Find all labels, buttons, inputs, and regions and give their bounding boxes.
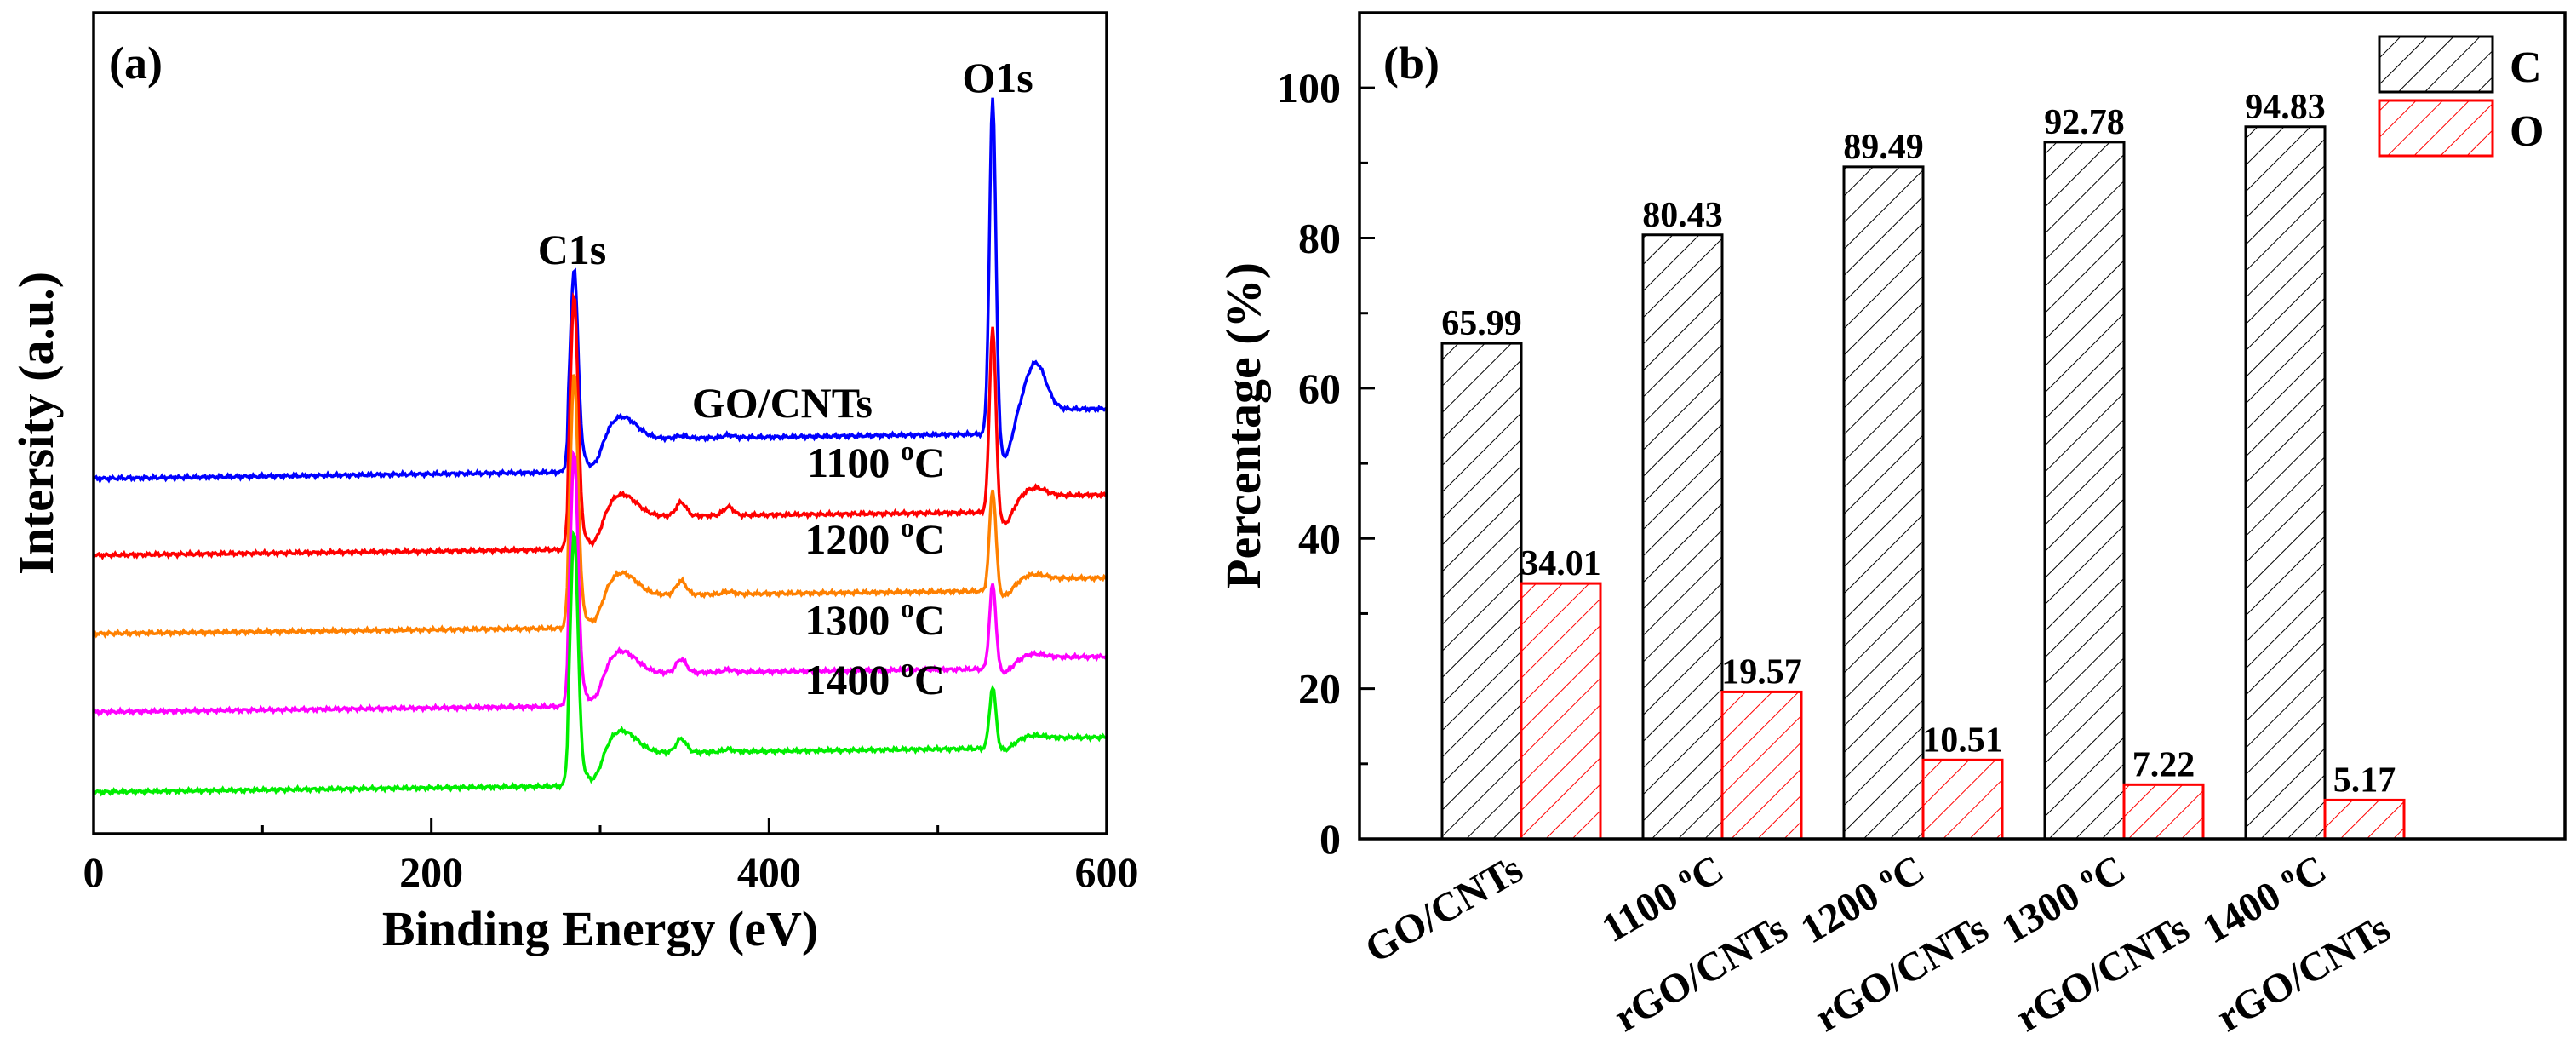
panel-b-y-ticks: 0 20 40 60 80 100 — [1277, 64, 1375, 863]
c1s-peak-label: C1s — [538, 226, 607, 273]
spectrum-line-4 — [92, 529, 1108, 797]
composition-bar-panel: 65.99 80.43 89.49 92.78 94.83 34.01 19.57 10.51… — [1216, 11, 2567, 1039]
spectrum-line-3 — [92, 449, 1108, 717]
series-labels: GO/CNTs 1100 oC 1200 oC 1300 oC 1400 oC — [692, 379, 945, 703]
bar-c-1 — [1641, 233, 1724, 841]
xps-spectra-panel: 0 200 400 600 (a) C1s O1s GO/CNTs 1100 oC 120… — [9, 11, 1139, 956]
x-tick-label: 0 — [83, 848, 105, 896]
panel-b-label: (b) — [1383, 37, 1440, 89]
panel-a-y-axis-title: Intersity (a.u.) — [9, 272, 64, 575]
panel-a-x-axis-title: Binding Energy (eV) — [382, 901, 818, 956]
category-label-line1: 1100 oC — [1594, 845, 1732, 951]
category-label-line1: GO/CNTs — [1358, 847, 1531, 973]
y-tick-label: 100 — [1277, 64, 1341, 112]
category-label-line1: 1300 oC — [1993, 845, 2132, 952]
bar-o-0 — [1520, 582, 1602, 841]
spectrum-line-2 — [92, 374, 1108, 639]
bar-value-label: 5.17 — [2333, 761, 2396, 800]
series-label-2: 1200 oC — [804, 512, 945, 563]
bar-value-label: 7.22 — [2132, 745, 2195, 784]
legend-swatch-c — [2378, 35, 2494, 94]
panel-b-y-axis-title: Percentage (%) — [1216, 262, 1271, 589]
bar-value-label: 80.43 — [1642, 196, 1723, 235]
panel-b-frame — [1358, 11, 2567, 841]
series-label-4: 1400 oC — [804, 652, 945, 703]
x-tick-label: 600 — [1075, 848, 1139, 896]
bar-o-4 — [2323, 798, 2406, 841]
y-tick-label: 80 — [1298, 215, 1341, 262]
legend-swatch-o — [2378, 99, 2494, 158]
series-label-3: 1300 oC — [804, 593, 945, 644]
bar-o-2 — [1921, 758, 2004, 841]
bar-value-label: 94.83 — [2245, 88, 2326, 127]
spectrum-line-0 — [93, 97, 1108, 485]
x-tick-label: 200 — [399, 848, 463, 896]
spectrum-line-1 — [92, 291, 1108, 561]
panel-a-x-ticks: 0 200 400 600 — [83, 818, 1139, 896]
bars: 65.99 80.43 89.49 92.78 94.83 34.01 19.57 10.51… — [1440, 88, 2406, 841]
x-tick-label: 400 — [737, 848, 801, 896]
bar-c-0 — [1440, 342, 1523, 841]
bar-c-4 — [2244, 125, 2327, 841]
category-label-line1: 1200 oC — [1792, 845, 1932, 952]
bar-value-label: 10.51 — [1922, 720, 2003, 760]
bar-value-label: 34.01 — [1520, 544, 1601, 583]
y-tick-label: 20 — [1298, 665, 1341, 713]
y-tick-label: 0 — [1319, 815, 1341, 863]
legend: C O — [2378, 35, 2544, 158]
series-label-0: GO/CNTs — [692, 379, 873, 427]
y-tick-label: 40 — [1298, 514, 1341, 562]
y-tick-label: 60 — [1298, 365, 1341, 412]
bar-o-3 — [2122, 783, 2205, 841]
bar-value-label: 65.99 — [1441, 304, 1522, 343]
bar-value-label: 89.49 — [1843, 128, 1924, 167]
legend-label-o: O — [2510, 107, 2544, 156]
bar-value-label: 19.57 — [1721, 652, 1802, 692]
bar-c-3 — [2043, 141, 2126, 841]
category-label-line1: 1400 oC — [2194, 845, 2333, 952]
spectra-lines — [92, 97, 1108, 797]
series-label-1: 1100 oC — [807, 435, 945, 486]
bar-c-2 — [1842, 165, 1925, 841]
panel-a-label: (a) — [109, 37, 163, 89]
o1s-peak-label: O1s — [962, 54, 1033, 101]
bar-o-1 — [1720, 690, 1803, 841]
bar-value-label: 92.78 — [2044, 103, 2125, 142]
legend-label-c: C — [2510, 43, 2542, 92]
